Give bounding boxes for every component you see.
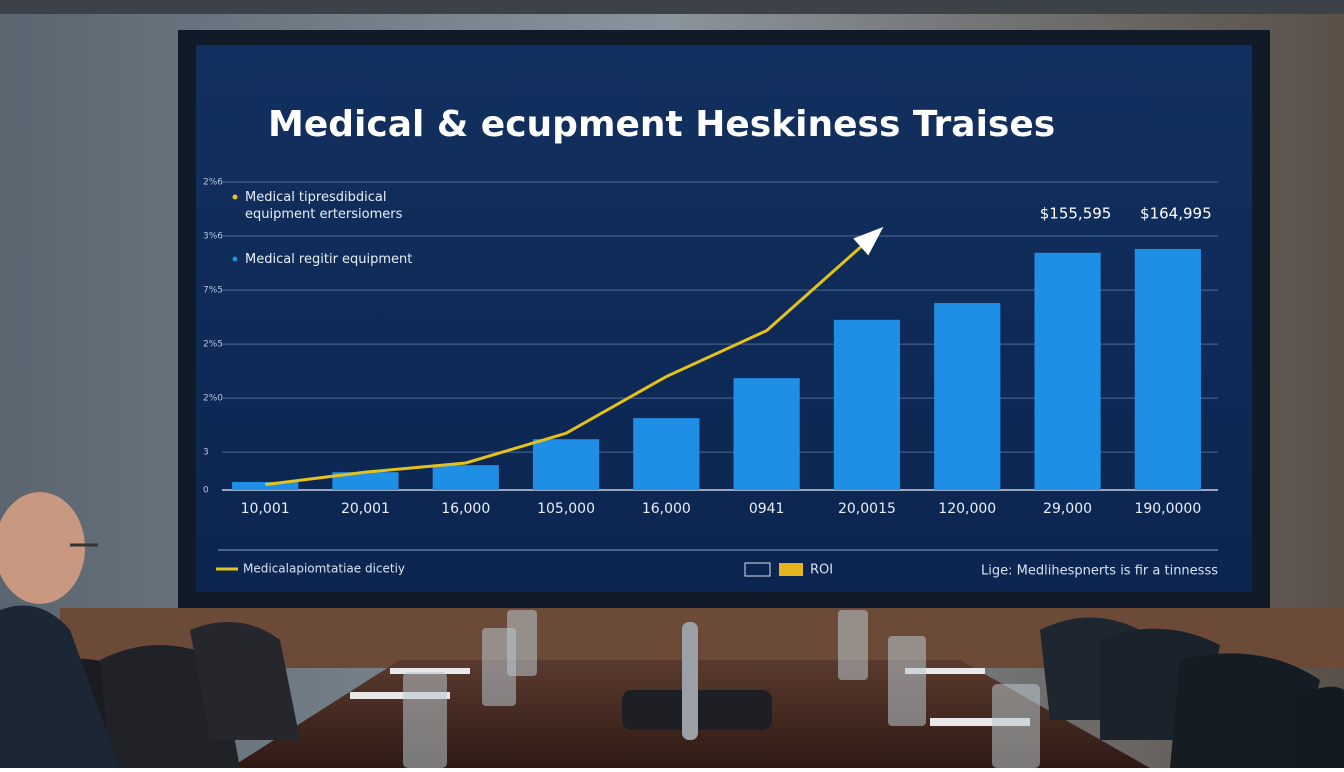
paper [930, 718, 1030, 726]
x-tick-label: 10,001 [241, 501, 290, 517]
arrow-head [853, 226, 884, 256]
bar [432, 465, 499, 490]
x-tick-label: 0941 [749, 501, 785, 517]
glass [403, 672, 447, 768]
y-tick-label: 3 [203, 448, 209, 458]
person-body [0, 605, 120, 768]
bar [332, 472, 399, 490]
bar [1134, 249, 1201, 490]
footer-note: Lige: Medlihespnerts is fir a tinnesss [981, 564, 1218, 579]
line [264, 240, 868, 487]
legend-dot [232, 256, 238, 262]
person-head [0, 492, 85, 604]
chart-title: Medical & ecupment Heskiness Traises [268, 104, 1055, 145]
paper [390, 668, 470, 674]
x-tick-label: 29,000 [1043, 501, 1092, 517]
x-tick-label: 190,0000 [1134, 501, 1201, 517]
x-tick-label: 20,001 [341, 501, 390, 517]
chair [190, 622, 300, 740]
glass [992, 684, 1040, 768]
footer-line-legend: Medicalapiomtatiae dicetiy [243, 562, 405, 576]
y-tick-label: 2%0 [203, 394, 223, 404]
x-tick-label: 16,000 [441, 501, 490, 517]
glass [888, 636, 926, 726]
legend-label: Medical tipresdibdical equipment ertersio… [245, 190, 403, 222]
bar [934, 303, 1001, 490]
ceiling [0, 0, 1344, 14]
bar [833, 319, 901, 490]
footer-box-key-fill [779, 563, 803, 576]
x-tick-label: 16,000 [642, 501, 691, 517]
footer-box-legend: ROI [810, 563, 833, 578]
y-tick-label: 2%5 [203, 340, 223, 350]
paper [905, 668, 985, 674]
bar [733, 378, 800, 490]
footer-box-key [744, 562, 771, 577]
y-tick-label: 7%5 [203, 286, 223, 296]
bar [633, 418, 700, 490]
legend-label: Medical regitir equipment [245, 252, 412, 267]
bar [232, 481, 299, 490]
x-tick-label: 105,000 [537, 501, 595, 517]
legend-dot [232, 194, 238, 200]
x-tick-label: 120,000 [938, 501, 996, 517]
annotation: $164,995 [1140, 205, 1212, 223]
chair [1170, 653, 1320, 768]
chart: 0 3 2%0 2%5 7%5 3%6 2%6 10,001 20,001 16,000 105,0… [203, 178, 1218, 517]
y-tick-label: 2%6 [203, 178, 223, 188]
annotation: $155,595 [1040, 205, 1112, 223]
paper [350, 692, 450, 699]
bar [532, 439, 600, 490]
glass [838, 610, 868, 680]
glass [507, 610, 537, 676]
y-tick-label: 0 [203, 486, 209, 496]
y-tick-label: 3%6 [203, 232, 223, 242]
x-tick-label: 20,0015 [838, 501, 896, 517]
bar [1034, 252, 1101, 490]
microphone [682, 622, 698, 740]
chair [1290, 686, 1344, 768]
